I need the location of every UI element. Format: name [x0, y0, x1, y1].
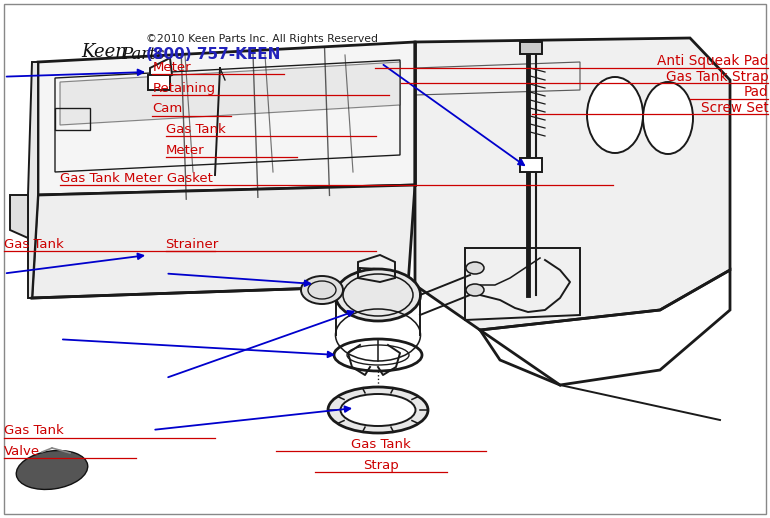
Text: Gas Tank: Gas Tank [4, 424, 64, 438]
Text: Cam: Cam [152, 102, 182, 116]
Ellipse shape [587, 77, 643, 153]
Text: Gas Tank: Gas Tank [351, 438, 411, 451]
Ellipse shape [336, 269, 420, 321]
Ellipse shape [16, 451, 88, 490]
Text: Pad: Pad [744, 85, 768, 99]
Text: Retaining: Retaining [152, 81, 216, 95]
Text: Parts: Parts [121, 46, 164, 63]
FancyBboxPatch shape [520, 158, 542, 172]
Ellipse shape [643, 82, 693, 154]
Polygon shape [150, 58, 172, 82]
Polygon shape [415, 38, 730, 330]
Text: Gas Tank Strap: Gas Tank Strap [666, 69, 768, 84]
Polygon shape [28, 62, 38, 298]
Polygon shape [60, 62, 400, 125]
Polygon shape [38, 42, 415, 195]
Text: ©2010 Keen Parts Inc. All Rights Reserved: ©2010 Keen Parts Inc. All Rights Reserve… [146, 34, 378, 44]
Ellipse shape [328, 387, 428, 433]
Polygon shape [32, 185, 415, 298]
Ellipse shape [340, 394, 416, 426]
Text: Keen: Keen [81, 43, 127, 61]
Text: Gas Tank Meter Gasket: Gas Tank Meter Gasket [60, 172, 213, 185]
Text: Strap: Strap [363, 458, 399, 472]
Text: (800) 757-KEEN: (800) 757-KEEN [146, 47, 281, 62]
Text: Meter: Meter [152, 61, 191, 74]
Text: Meter: Meter [166, 143, 204, 157]
Ellipse shape [466, 284, 484, 296]
Text: Valve: Valve [4, 445, 40, 458]
Text: Gas Tank: Gas Tank [166, 123, 226, 136]
Text: Gas Tank: Gas Tank [4, 238, 64, 251]
Text: Strainer: Strainer [166, 238, 219, 251]
Text: Screw Set: Screw Set [701, 100, 768, 115]
Ellipse shape [301, 276, 343, 304]
Polygon shape [10, 195, 28, 238]
FancyBboxPatch shape [148, 75, 170, 90]
FancyBboxPatch shape [520, 42, 542, 54]
Text: Anti Squeak Pad: Anti Squeak Pad [657, 54, 768, 68]
Ellipse shape [466, 262, 484, 274]
